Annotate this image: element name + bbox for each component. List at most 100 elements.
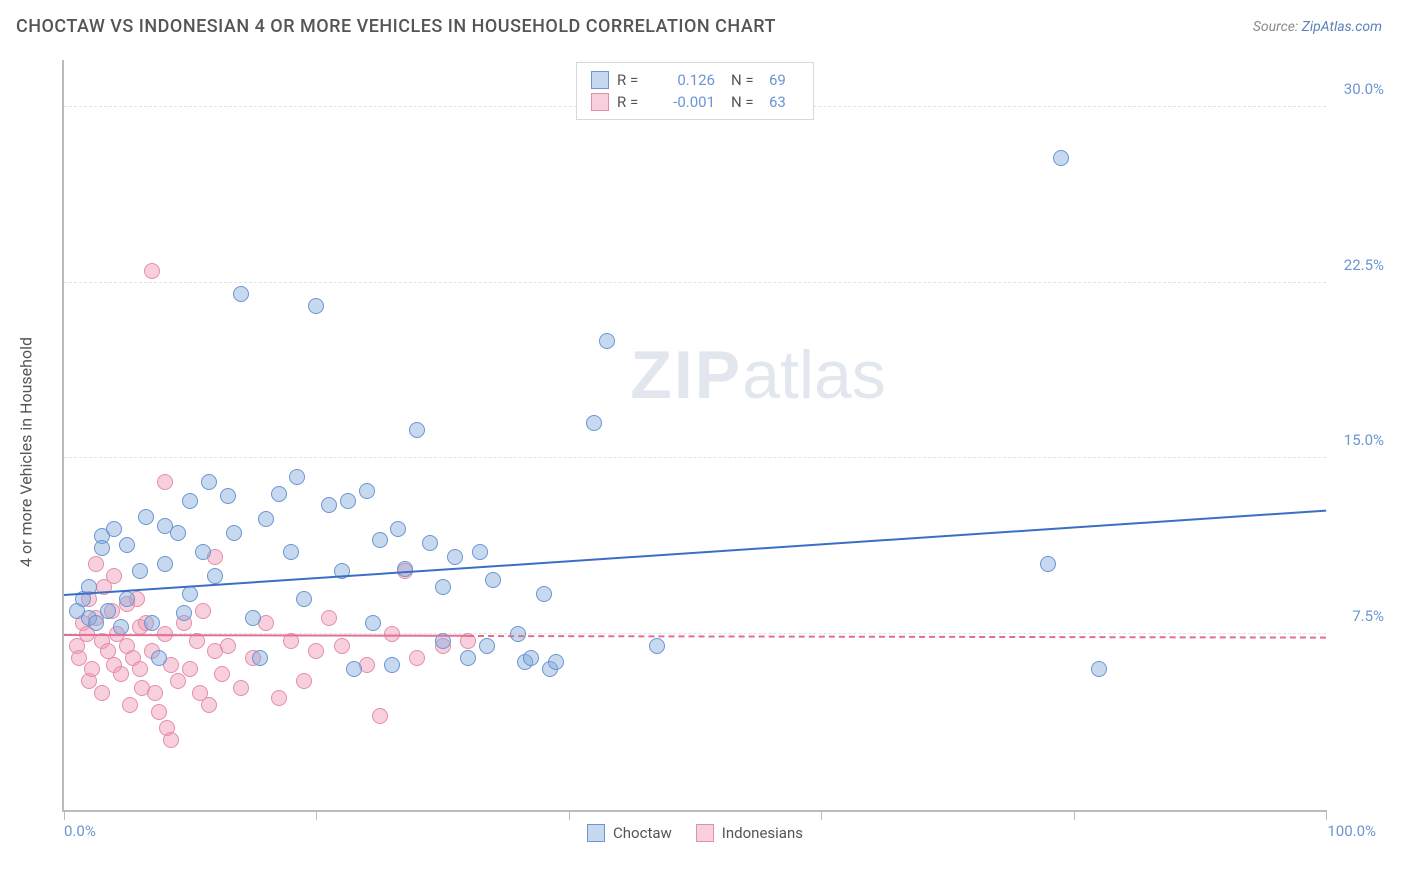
data-point-choctaw (435, 579, 451, 595)
data-point-choctaw (390, 521, 406, 537)
data-point-indonesians (308, 643, 324, 659)
data-point-choctaw (88, 615, 104, 631)
x-axis-min-label: 0.0% (64, 822, 96, 840)
data-point-choctaw (157, 556, 173, 572)
data-point-indonesians (106, 568, 122, 584)
data-point-choctaw (548, 654, 564, 670)
data-point-choctaw (283, 544, 299, 560)
data-point-choctaw (599, 333, 615, 349)
swatch-indonesians (591, 93, 609, 111)
data-point-indonesians (214, 666, 230, 682)
source-attribution: Source: ZipAtlas.com (1253, 19, 1382, 35)
legend-item-indonesians: Indonesians (696, 824, 803, 842)
y-axis-label: 4 or more Vehicles in Household (17, 337, 36, 567)
y-tick-label: 22.5% (1344, 256, 1384, 274)
gridline (64, 457, 1326, 458)
data-point-indonesians (122, 697, 138, 713)
data-point-choctaw (359, 483, 375, 499)
data-point-choctaw (220, 488, 236, 504)
data-point-choctaw (365, 615, 381, 631)
x-tick (1074, 810, 1075, 820)
y-tick-label: 30.0% (1344, 80, 1384, 98)
data-point-choctaw (195, 544, 211, 560)
data-point-choctaw (151, 650, 167, 666)
data-point-choctaw (201, 474, 217, 490)
swatch-indonesians-icon (696, 824, 714, 842)
data-point-choctaw (182, 586, 198, 602)
data-point-choctaw (447, 549, 463, 565)
data-point-choctaw (170, 525, 186, 541)
data-point-indonesians (163, 732, 179, 748)
data-point-indonesians (147, 685, 163, 701)
data-point-choctaw (1091, 661, 1107, 677)
x-tick (64, 810, 65, 820)
data-point-choctaw (233, 286, 249, 302)
data-point-indonesians (195, 603, 211, 619)
data-point-indonesians (182, 661, 198, 677)
chart-title: CHOCTAW VS INDONESIAN 4 OR MORE VEHICLES… (16, 16, 776, 37)
data-point-choctaw (384, 657, 400, 673)
data-point-choctaw (397, 561, 413, 577)
legend-stats-row-indonesians: R =-0.001 N =63 (591, 91, 799, 113)
data-point-indonesians (296, 673, 312, 689)
chart-container: 4 or more Vehicles in Household ZIPatlas… (26, 52, 1386, 852)
legend-item-choctaw: Choctaw (587, 824, 672, 842)
x-tick (821, 810, 822, 820)
x-tick (569, 810, 570, 820)
data-point-choctaw (460, 650, 476, 666)
y-tick-label: 7.5% (1352, 607, 1384, 625)
data-point-indonesians (201, 697, 217, 713)
plot-area: ZIPatlas R =0.126 N =69 R =-0.001 N =63 … (62, 60, 1326, 812)
data-point-indonesians (170, 673, 186, 689)
data-point-choctaw (523, 650, 539, 666)
data-point-choctaw (321, 497, 337, 513)
data-point-choctaw (106, 521, 122, 537)
data-point-choctaw (113, 619, 129, 635)
data-point-indonesians (409, 650, 425, 666)
data-point-choctaw (245, 610, 261, 626)
data-point-choctaw (132, 563, 148, 579)
data-point-indonesians (157, 474, 173, 490)
x-tick (316, 810, 317, 820)
data-point-choctaw (138, 509, 154, 525)
data-point-choctaw (586, 415, 602, 431)
data-point-indonesians (113, 666, 129, 682)
data-point-choctaw (479, 638, 495, 654)
data-point-indonesians (220, 638, 236, 654)
data-point-indonesians (334, 638, 350, 654)
data-point-choctaw (409, 422, 425, 438)
legend-stats: R =0.126 N =69 R =-0.001 N =63 (576, 62, 814, 120)
data-point-indonesians (151, 704, 167, 720)
swatch-choctaw (591, 71, 609, 89)
data-point-choctaw (296, 591, 312, 607)
data-point-indonesians (94, 685, 110, 701)
data-point-choctaw (340, 493, 356, 509)
data-point-choctaw (536, 586, 552, 602)
data-point-choctaw (94, 540, 110, 556)
legend-stats-row-choctaw: R =0.126 N =69 (591, 69, 799, 91)
data-point-choctaw (346, 661, 362, 677)
data-point-choctaw (119, 591, 135, 607)
data-point-choctaw (485, 572, 501, 588)
regression-line-choctaw (64, 510, 1326, 596)
data-point-choctaw (289, 469, 305, 485)
data-point-choctaw (144, 615, 160, 631)
data-point-indonesians (271, 690, 287, 706)
data-point-indonesians (84, 661, 100, 677)
data-point-choctaw (372, 532, 388, 548)
regression-line-indonesians-ext (468, 635, 1326, 639)
data-point-choctaw (252, 650, 268, 666)
source-link[interactable]: ZipAtlas.com (1302, 19, 1382, 35)
legend-series: Choctaw Indonesians (587, 824, 803, 842)
data-point-choctaw (1053, 150, 1069, 166)
data-point-choctaw (472, 544, 488, 560)
x-tick (1326, 810, 1327, 820)
data-point-choctaw (207, 568, 223, 584)
data-point-indonesians (132, 661, 148, 677)
data-point-indonesians (321, 610, 337, 626)
data-point-choctaw (182, 493, 198, 509)
x-axis-max-label: 100.0% (1327, 822, 1376, 840)
swatch-choctaw-icon (587, 824, 605, 842)
data-point-choctaw (226, 525, 242, 541)
data-point-choctaw (258, 511, 274, 527)
